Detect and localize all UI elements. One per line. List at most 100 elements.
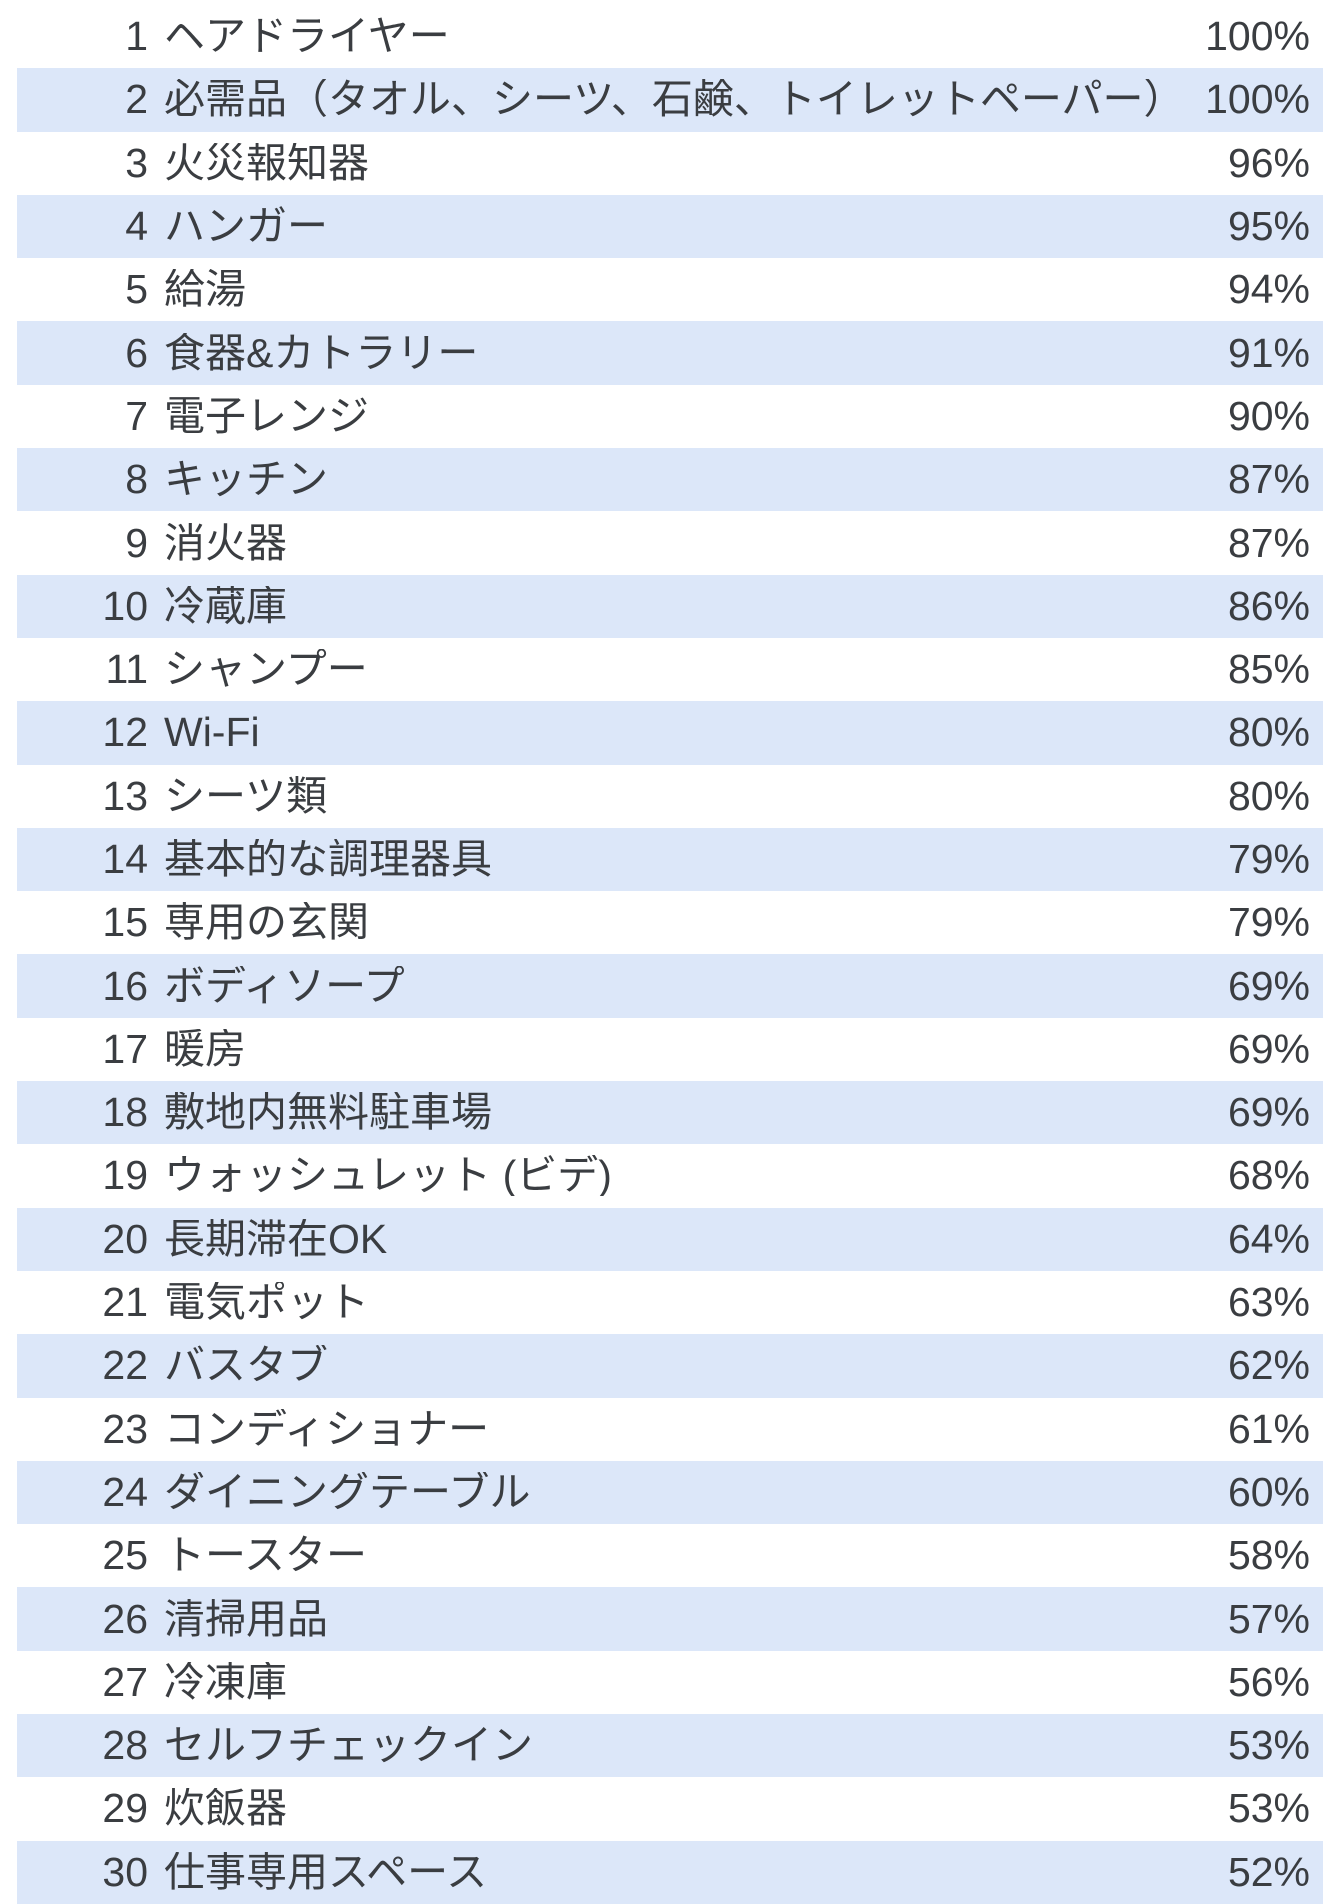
amenity-name-cell: シャンプー <box>164 649 368 691</box>
percentage-cell: 80% <box>1227 709 1310 756</box>
percentage-cell: 56% <box>1227 1658 1310 1705</box>
amenity-name-cell: 基本的な調理器具 <box>164 839 492 880</box>
percentage-cell: 69% <box>1227 1089 1310 1136</box>
rank-cell: 25 <box>102 1532 148 1579</box>
table-row: 29 炊飯器 53% <box>17 1777 1323 1840</box>
rank-cell: 15 <box>102 899 148 946</box>
table-row: 20 長期滞在OK 64% <box>17 1207 1323 1271</box>
rank-cell: 12 <box>102 709 148 756</box>
table-row: 19 ウォッシュレット (ビデ) 68% <box>17 1144 1323 1207</box>
percentage-cell: 100% <box>1205 13 1310 60</box>
table-row: 16 ボディソープ 69% <box>17 954 1323 1018</box>
rank-cell: 23 <box>102 1405 148 1452</box>
amenity-name-cell: キッチン <box>164 459 328 501</box>
percentage-cell: 53% <box>1227 1722 1310 1769</box>
table-row: 3 火災報知器 96% <box>17 132 1323 195</box>
table-row: 4 ハンガー 95% <box>17 194 1323 259</box>
rank-cell: 19 <box>102 1152 148 1199</box>
amenity-name-cell: 炊飯器 <box>164 1788 287 1830</box>
rank-cell: 24 <box>102 1468 148 1515</box>
table-row: 17 暖房 69% <box>17 1018 1323 1081</box>
table-row: 2 必需品（タオル、シーツ、石鹸、トイレットペーパー） 100% <box>17 68 1323 132</box>
percentage-cell: 69% <box>1227 962 1310 1009</box>
table-row: 22 バスタブ 62% <box>17 1334 1323 1398</box>
percentage-cell: 79% <box>1227 899 1310 946</box>
amenity-name-cell: 専用の玄関 <box>164 902 369 944</box>
amenity-name-cell: 冷蔵庫 <box>164 585 287 627</box>
table-row: 14 基本的な調理器具 79% <box>17 827 1323 892</box>
percentage-cell: 90% <box>1227 392 1310 439</box>
percentage-cell: 94% <box>1227 266 1310 313</box>
rank-cell: 16 <box>102 962 148 1009</box>
rank-cell: 10 <box>102 582 148 629</box>
percentage-cell: 91% <box>1227 329 1310 376</box>
amenity-name-cell: トースター <box>164 1535 367 1577</box>
amenity-name-cell: コンディショナー <box>164 1408 490 1450</box>
amenity-name-cell: 敷地内無料駐車場 <box>164 1092 492 1134</box>
rank-cell: 27 <box>102 1658 148 1705</box>
rank-cell: 4 <box>125 203 148 250</box>
amenity-name-cell: 給湯 <box>164 269 246 311</box>
percentage-cell: 79% <box>1227 836 1310 882</box>
amenity-name-cell: ダイニングテーブル <box>164 1471 531 1513</box>
table-row: 12 Wi-Fi 80% <box>17 701 1323 765</box>
percentage-cell: 62% <box>1227 1342 1310 1389</box>
amenity-name-cell: 電子レンジ <box>164 395 369 437</box>
amenity-name-cell: 必需品（タオル、シーツ、石鹸、トイレットペーパー） <box>164 79 1185 121</box>
amenity-name-cell: バスタブ <box>164 1345 328 1387</box>
percentage-cell: 64% <box>1227 1215 1310 1262</box>
rank-cell: 20 <box>102 1215 148 1262</box>
table-row: 7 電子レンジ 90% <box>17 385 1323 448</box>
percentage-cell: 61% <box>1227 1405 1310 1452</box>
amenity-name-cell: セルフチェックイン <box>164 1725 533 1767</box>
amenity-name-cell: 長期滞在OK <box>164 1218 388 1260</box>
amenity-name-cell: 暖房 <box>164 1028 246 1070</box>
amenities-ranking-table: 1 ヘアドライヤー 100% 2 必需品（タオル、シーツ、石鹸、トイレットペーパ… <box>17 0 1323 1904</box>
rank-cell: 14 <box>102 836 148 882</box>
table-row: 30 仕事専用スペース 52% <box>17 1840 1323 1904</box>
amenity-name-cell: 仕事専用スペース <box>164 1851 488 1893</box>
table-row: 24 ダイニングテーブル 60% <box>17 1460 1323 1525</box>
rank-cell: 18 <box>102 1089 148 1136</box>
percentage-cell: 96% <box>1227 139 1310 186</box>
rank-cell: 26 <box>102 1595 148 1642</box>
table-row: 9 消火器 87% <box>17 511 1323 574</box>
amenity-name-cell: ヘアドライヤー <box>164 16 450 58</box>
table-row: 10 冷蔵庫 86% <box>17 574 1323 638</box>
rank-cell: 22 <box>102 1342 148 1389</box>
percentage-cell: 100% <box>1205 76 1310 123</box>
rank-cell: 6 <box>125 329 148 376</box>
rank-cell: 28 <box>102 1722 148 1769</box>
percentage-cell: 87% <box>1227 519 1310 566</box>
amenity-name-cell: 消火器 <box>164 522 287 564</box>
percentage-cell: 68% <box>1227 1152 1310 1199</box>
rank-cell: 17 <box>102 1025 148 1072</box>
percentage-cell: 69% <box>1227 1025 1310 1072</box>
table-row: 13 シーツ類 80% <box>17 765 1323 828</box>
table-row: 5 給湯 94% <box>17 258 1323 321</box>
amenity-name-cell: 電気ポット <box>164 1282 369 1324</box>
percentage-cell: 87% <box>1227 456 1310 503</box>
amenity-name-cell: シーツ類 <box>164 775 328 817</box>
percentage-cell: 85% <box>1227 646 1310 693</box>
table-row: 28 セルフチェックイン 53% <box>17 1714 1323 1778</box>
percentage-cell: 63% <box>1227 1279 1310 1326</box>
rank-cell: 2 <box>125 76 148 123</box>
rank-cell: 21 <box>102 1279 148 1326</box>
percentage-cell: 60% <box>1227 1468 1310 1515</box>
amenity-name-cell: 冷凍庫 <box>164 1661 287 1703</box>
amenity-name-cell: 清掃用品 <box>164 1598 328 1640</box>
percentage-cell: 53% <box>1227 1785 1310 1832</box>
rank-cell: 30 <box>102 1848 148 1895</box>
percentage-cell: 95% <box>1227 203 1310 250</box>
table-row: 27 冷凍庫 56% <box>17 1651 1323 1714</box>
table-row: 25 トースター 58% <box>17 1524 1323 1587</box>
table-row: 18 敷地内無料駐車場 69% <box>17 1081 1323 1145</box>
amenity-name-cell: Wi-Fi <box>164 712 260 754</box>
percentage-cell: 52% <box>1227 1848 1310 1895</box>
amenity-name-cell: ボディソープ <box>164 965 405 1007</box>
table-row: 8 キッチン 87% <box>17 448 1323 512</box>
rank-cell: 29 <box>102 1785 148 1832</box>
rank-cell: 13 <box>102 772 148 819</box>
percentage-cell: 58% <box>1227 1532 1310 1579</box>
